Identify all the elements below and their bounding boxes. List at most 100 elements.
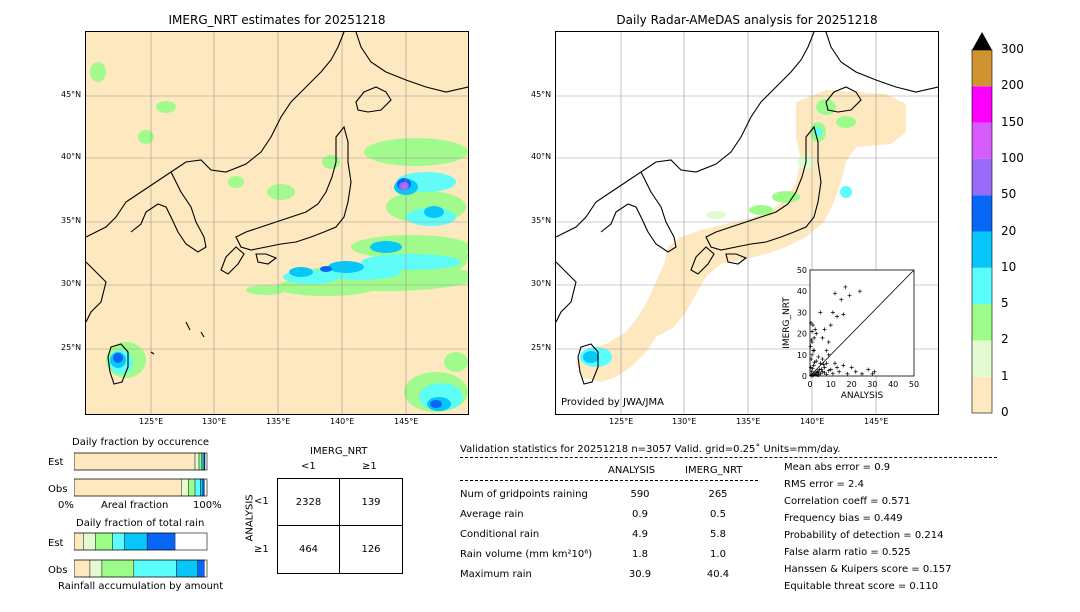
scatter-point (810, 352, 815, 357)
contingency-title: IMERG_NRT (310, 446, 368, 457)
fraction-bar-segment (74, 452, 196, 471)
scatter-point (822, 370, 827, 375)
validation-col-rule (460, 480, 758, 481)
scatter-point (866, 367, 871, 372)
scatter-point (811, 363, 816, 368)
occurrence-title: Daily fraction by occurence (72, 437, 210, 448)
scatter-point (809, 369, 814, 374)
validation-header-rule (460, 457, 997, 458)
scatter-point (810, 329, 815, 334)
right-map-title: Daily Radar-AMeDAS analysis for 20251218 (616, 13, 878, 27)
left-lon-label: 130°E (202, 417, 227, 426)
scatter-ytick: 50 (797, 266, 807, 275)
scatter-point (828, 367, 833, 372)
right-lon-label: 125°E (609, 417, 634, 426)
scatter-point (826, 368, 831, 373)
fraction-bar-segment (83, 532, 96, 551)
stat-label: Maximum rain (460, 569, 532, 580)
right-map-coastline (556, 32, 938, 385)
fraction-bar-segment (194, 452, 200, 471)
scatter-point (815, 373, 820, 378)
colorbar-tick-label: 5 (1001, 296, 1009, 311)
scatter-xtick: 20 (847, 380, 857, 389)
colorbar-segments (972, 50, 992, 413)
scatter-xtick: 10 (826, 380, 836, 389)
contingency-cell: 464 (298, 544, 319, 555)
scatter-ytick: 0 (802, 372, 807, 381)
contingency-cell: 2328 (295, 497, 322, 508)
right-lat-label: 35°N (531, 216, 552, 225)
colorbar-segment (972, 340, 992, 377)
contingency-cell: 126 (361, 544, 381, 555)
scatter-point (809, 337, 814, 342)
fraction-bar-segment (198, 452, 202, 471)
fraction-bar-segment (89, 559, 103, 578)
scatter-point (820, 369, 825, 374)
contingency-cell: 139 (361, 497, 381, 508)
contingency-col-ge: ≥1 (362, 461, 377, 472)
scatter-point (835, 314, 840, 319)
scatter-point (809, 357, 814, 362)
scatter-point (812, 348, 817, 353)
colorbar-segment (972, 304, 992, 341)
colorbar-segment (972, 50, 992, 87)
score-line: Hanssen & Kuipers score = 0.157 (784, 564, 952, 575)
fraction-bar-frame (74, 452, 208, 471)
scatter-point (820, 357, 825, 362)
fraction-bar-frame (74, 559, 208, 578)
total-rain-title: Daily fraction of total rain (76, 518, 205, 529)
accumulation-label: Rainfall accumulation by amount (58, 581, 224, 592)
scatter-point (841, 363, 846, 368)
scatter-point (814, 359, 819, 364)
colorbar-tick-label: 200 (1001, 78, 1024, 93)
left-lat-label: 45°N (61, 90, 82, 99)
left-lat-label: 35°N (61, 216, 82, 225)
scatter-point (824, 361, 829, 366)
scatter-point (837, 369, 842, 374)
right-lat-label: 25°N (531, 343, 552, 352)
colorbar-tick-label: 10 (1001, 259, 1017, 274)
left-lon-label: 125°E (139, 417, 164, 426)
data-credit: Provided by JWA/JMA (561, 397, 664, 408)
scatter-xtick: 50 (909, 380, 919, 389)
stat-analysis-value: 590 (630, 489, 650, 500)
occurrence-chart (74, 452, 208, 497)
validation-labels: Num of gridpoints raining Average rain C… (460, 485, 592, 585)
stat-label: Conditional rain (460, 529, 540, 540)
scatter-point (810, 340, 815, 345)
scatter-point (841, 312, 846, 317)
fraction-bar-segment (197, 559, 205, 578)
validation-col-analysis: ANALYSIS (608, 465, 656, 476)
stat-label: Rain volume (mm km²10⁶) (460, 549, 593, 560)
score-line: RMS error = 2.4 (784, 479, 864, 490)
total-est-label: Est (48, 538, 64, 549)
stat-imerg-value: 0.5 (710, 509, 726, 520)
stat-imerg-value: 40.4 (706, 569, 730, 580)
occurrence-est-label: Est (48, 457, 64, 468)
scatter-xlabel: ANALYSIS (841, 391, 884, 401)
scatter-ylabel: IMERG_NRT (782, 297, 792, 349)
colorbar-segment (972, 158, 992, 196)
contingency-divider-v (339, 479, 340, 573)
colorbar-segment (972, 376, 992, 413)
score-line: False alarm ratio = 0.525 (784, 547, 911, 558)
scatter-point (860, 371, 864, 376)
scatter-ytick: 10 (797, 351, 807, 360)
scatter-point (817, 367, 822, 372)
scatter-point (828, 323, 833, 328)
scatter-point (818, 310, 823, 315)
stat-analysis-value: 0.9 (632, 509, 648, 520)
scatter-point (816, 354, 821, 359)
fraction-bar-segment (200, 478, 204, 497)
right-lat-label: 45°N (531, 90, 552, 99)
right-lon-label: 130°E (672, 417, 697, 426)
right-lat-label: 30°N (531, 279, 552, 288)
score-line: Equitable threat score = 0.110 (784, 581, 939, 592)
scatter-point (839, 297, 844, 302)
scatter-xtick: 0 (807, 380, 812, 389)
fraction-bar-segment (194, 478, 201, 497)
stat-imerg-value: 5.8 (710, 529, 726, 540)
validation-analysis-values: 590 0.9 4.9 1.8 30.9 (610, 485, 670, 585)
scatter-ytick: 30 (797, 308, 807, 317)
colorbar-tick-label: 20 (1001, 223, 1017, 238)
